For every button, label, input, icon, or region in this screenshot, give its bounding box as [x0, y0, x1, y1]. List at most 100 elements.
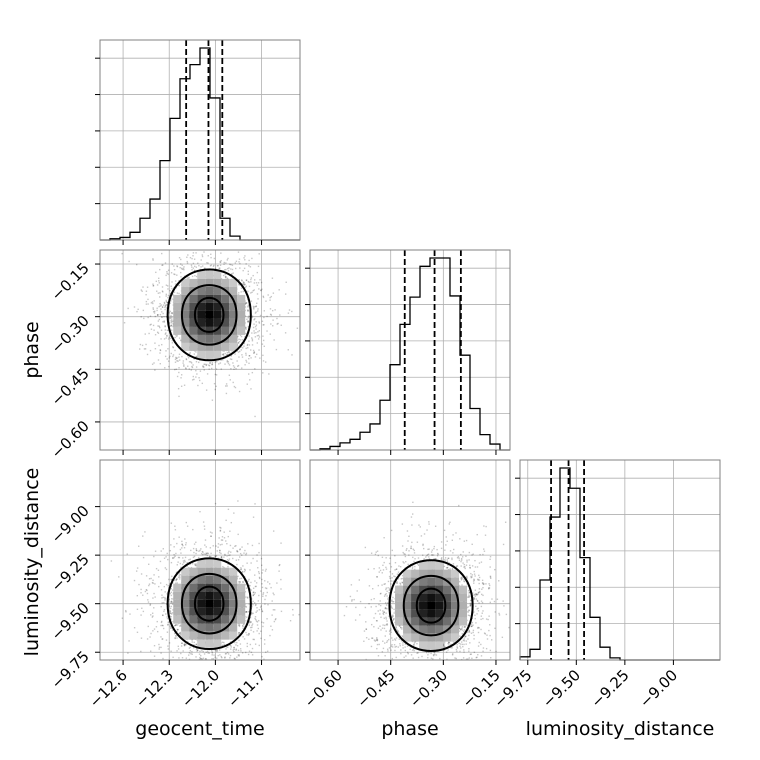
density-cell — [221, 294, 230, 303]
scatter-point — [188, 654, 190, 656]
scatter-point — [477, 607, 479, 610]
scatter-point — [151, 616, 154, 618]
density-cell — [213, 294, 222, 303]
scatter-point — [153, 329, 155, 331]
panel-luminosity_distance-luminosity_distance-background — [520, 460, 720, 660]
scatter-point — [176, 582, 178, 584]
scatter-point — [238, 624, 241, 626]
scatter-point — [127, 307, 129, 310]
scatter-point — [390, 631, 392, 633]
scatter-point — [249, 617, 252, 619]
scatter-point — [200, 548, 202, 550]
scatter-point — [161, 306, 164, 308]
scatter-point — [246, 645, 249, 648]
scatter-point — [195, 549, 198, 551]
scatter-point — [256, 560, 258, 562]
scatter-point — [237, 364, 240, 367]
scatter-point — [250, 292, 252, 294]
scatter-point — [225, 648, 227, 650]
scatter-point — [167, 558, 169, 561]
scatter-point — [248, 632, 250, 635]
scatter-point — [172, 293, 174, 295]
scatter-point — [201, 382, 204, 385]
scatter-point — [242, 347, 244, 349]
scatter-point — [252, 600, 254, 603]
scatter-point — [246, 596, 249, 598]
scatter-point — [148, 563, 150, 566]
scatter-point — [272, 592, 274, 594]
scatter-point — [195, 355, 197, 358]
scatter-point — [383, 611, 385, 613]
scatter-point — [253, 638, 255, 641]
scatter-point — [152, 311, 155, 313]
scatter-point — [167, 585, 169, 587]
density-cell — [205, 334, 214, 343]
scatter-point — [258, 576, 261, 579]
scatter-point — [237, 335, 239, 337]
scatter-point — [179, 631, 182, 634]
scatter-point — [251, 626, 253, 629]
scatter-point — [211, 532, 213, 534]
scatter-point — [175, 579, 177, 582]
scatter-point — [229, 641, 232, 643]
scatter-point — [152, 307, 154, 309]
scatter-point — [226, 361, 228, 363]
scatter-point — [172, 603, 174, 605]
scatter-point — [238, 631, 240, 634]
scatter-point — [233, 646, 235, 649]
scatter-point — [145, 575, 148, 577]
scatter-point — [384, 642, 386, 644]
scatter-point — [388, 562, 391, 565]
scatter-point — [250, 562, 252, 564]
scatter-point — [195, 643, 198, 646]
scatter-point — [488, 583, 490, 585]
scatter-point — [278, 570, 280, 572]
scatter-point — [166, 329, 169, 332]
density-cell — [197, 302, 206, 311]
scatter-point — [271, 614, 273, 616]
scatter-point — [263, 639, 266, 641]
scatter-point — [448, 523, 451, 525]
scatter-point — [476, 566, 479, 568]
scatter-point — [164, 325, 166, 327]
scatter-point — [186, 565, 188, 567]
scatter-point — [198, 556, 200, 559]
scatter-point — [176, 265, 179, 268]
scatter-point — [153, 655, 156, 657]
scatter-point — [161, 594, 163, 596]
density-luminosity_distance_vs_geocent_time — [173, 559, 246, 648]
density-cell — [197, 294, 206, 303]
density-cell — [213, 607, 222, 616]
scatter-point — [252, 557, 254, 560]
scatter-point — [247, 310, 249, 312]
scatter-point — [170, 325, 173, 327]
scatter-point — [149, 604, 151, 606]
scatter-point — [248, 355, 251, 357]
scatter-point — [168, 598, 170, 601]
scatter-point — [169, 325, 172, 327]
scatter-point — [258, 594, 260, 597]
scatter-point — [245, 361, 248, 363]
scatter-point — [266, 330, 268, 332]
scatter-point — [152, 615, 154, 617]
density-cell — [197, 607, 206, 616]
scatter-point — [251, 338, 254, 341]
scatter-point — [243, 568, 246, 571]
scatter-point — [239, 548, 241, 550]
scatter-point — [184, 538, 186, 540]
scatter-point — [261, 288, 263, 290]
scatter-point — [244, 302, 247, 304]
scatter-point — [169, 321, 171, 324]
scatter-point — [265, 568, 267, 571]
scatter-point — [203, 528, 206, 530]
scatter-point — [136, 310, 138, 313]
scatter-point — [144, 590, 147, 593]
scatter-point — [195, 366, 198, 368]
scatter-point — [160, 624, 162, 627]
density-cell — [221, 599, 230, 608]
scatter-point — [385, 593, 387, 595]
contour-phase_vs_geocent_time-1 — [180, 284, 238, 346]
density-cell — [213, 615, 222, 624]
scatter-point — [206, 262, 208, 264]
scatter-point — [267, 294, 269, 296]
